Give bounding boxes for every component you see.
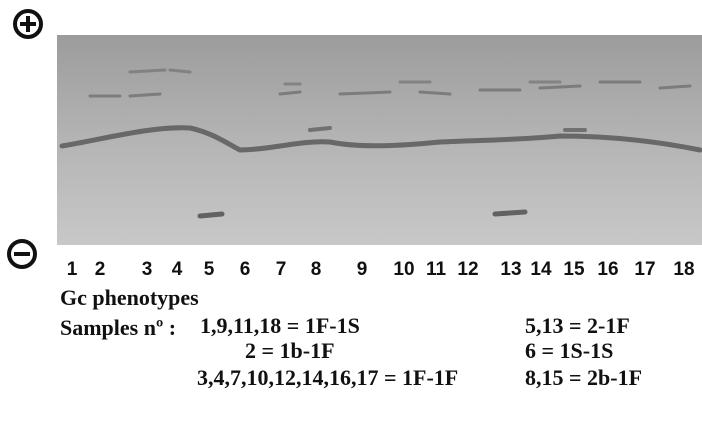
lane-label: 4: [172, 259, 183, 280]
figure: Gc phenotypes Samples nº : 1234567891011…: [0, 0, 702, 424]
lane-label: 3: [142, 259, 153, 280]
gel-figure: Gc phenotypes Samples nº : 1234567891011…: [0, 0, 702, 424]
phenotype-entry: 5,13 = 2-1F: [525, 313, 630, 338]
samples-label: Samples nº :: [60, 315, 176, 340]
phenotype-entry: 2 = 1b-1F: [245, 338, 335, 363]
lane-label: 12: [457, 259, 478, 280]
lane-label: 14: [530, 259, 552, 280]
phenotype-entry: 3,4,7,10,12,14,16,17 = 1F-1F: [197, 365, 458, 390]
lane-label: 13: [500, 259, 521, 280]
gel: [57, 35, 702, 245]
lane-label: 7: [276, 259, 287, 280]
plus-symbol: [15, 11, 41, 37]
minus-symbol: [9, 241, 35, 267]
lane-label: 1: [67, 259, 78, 280]
lane-label: 10: [393, 259, 414, 280]
phenotype-entry: 6 = 1S-1S: [525, 338, 613, 363]
lane-label: 18: [673, 259, 694, 280]
lane-label: 11: [426, 259, 447, 280]
lane-label: 16: [597, 259, 618, 280]
lane-label: 9: [357, 259, 368, 280]
caption-title: Gc phenotypes: [60, 285, 199, 310]
phenotype-entry: 8,15 = 2b-1F: [525, 365, 642, 390]
lane-label: 6: [240, 259, 251, 280]
lane-label: 8: [311, 259, 322, 280]
lane-label: 17: [634, 259, 655, 280]
lane-label: 2: [95, 259, 106, 280]
lane-label: 15: [563, 259, 585, 280]
phenotype-entry: 1,9,11,18 = 1F-1S: [200, 313, 360, 338]
lane-label: 5: [204, 259, 215, 280]
